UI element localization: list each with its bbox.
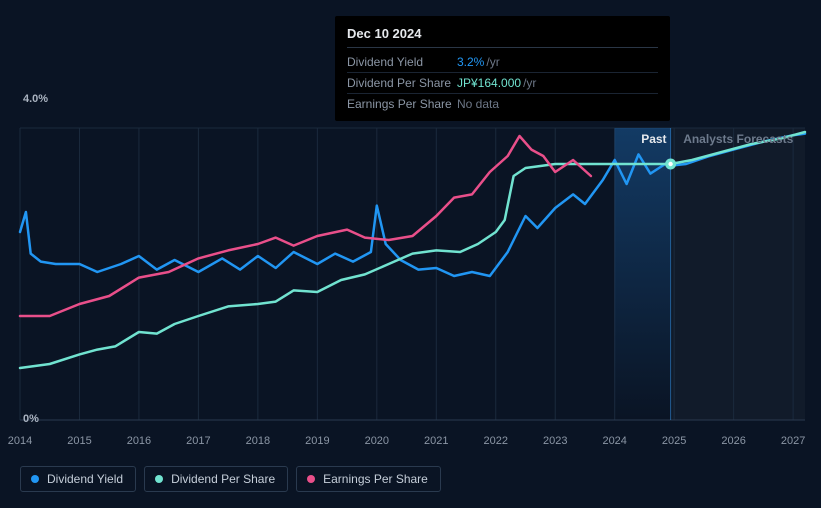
x-axis-label: 2015 <box>67 435 91 447</box>
legend-item[interactable]: Dividend Per Share <box>144 466 288 492</box>
legend-item[interactable]: Earnings Per Share <box>296 466 441 492</box>
tooltip-row-value: 3.2% <box>457 55 484 69</box>
legend-label: Dividend Yield <box>47 472 123 486</box>
x-axis-label: 2014 <box>8 435 32 447</box>
x-axis-label: 2017 <box>186 435 210 447</box>
series-line <box>20 136 591 316</box>
legend-dot-icon <box>307 475 315 483</box>
tooltip-row-value: No data <box>457 97 499 111</box>
x-axis-label: 2020 <box>365 435 389 447</box>
section-label-past: Past <box>641 132 666 146</box>
tooltip-row-label: Dividend Per Share <box>347 76 457 90</box>
tooltip-row-label: Earnings Per Share <box>347 97 457 111</box>
x-axis-label: 2027 <box>781 435 805 447</box>
tooltip-row: Earnings Per ShareNo data <box>347 94 658 111</box>
x-axis-label: 2022 <box>484 435 508 447</box>
tooltip-row-unit: /yr <box>523 76 536 90</box>
x-axis-label: 2024 <box>602 435 626 447</box>
legend-item[interactable]: Dividend Yield <box>20 466 136 492</box>
tooltip-row-value: JP¥164.000 <box>457 76 521 90</box>
y-axis-label: 4.0% <box>23 93 48 105</box>
x-axis-label: 2019 <box>305 435 329 447</box>
legend-dot-icon <box>31 475 39 483</box>
x-axis-label: 2023 <box>543 435 567 447</box>
x-axis-label: 2026 <box>721 435 745 447</box>
tooltip-date: Dec 10 2024 <box>347 26 658 48</box>
section-label-forecast: Analysts Forecasts <box>683 132 793 146</box>
x-axis-label: 2018 <box>246 435 270 447</box>
tooltip-row-label: Dividend Yield <box>347 55 457 69</box>
tooltip-row: Dividend Per ShareJP¥164.000 /yr <box>347 73 658 94</box>
x-axis-label: 2025 <box>662 435 686 447</box>
tooltip-row: Dividend Yield3.2% /yr <box>347 52 658 73</box>
legend-label: Earnings Per Share <box>323 472 428 486</box>
chart-tooltip: Dec 10 2024 Dividend Yield3.2% /yrDivide… <box>335 16 670 121</box>
x-axis-label: 2021 <box>424 435 448 447</box>
legend-label: Dividend Per Share <box>171 472 275 486</box>
x-axis-label: 2016 <box>127 435 151 447</box>
legend-dot-icon <box>155 475 163 483</box>
y-axis-label: 0% <box>23 413 39 425</box>
chart-legend: Dividend Yield Dividend Per Share Earnings… <box>20 466 441 492</box>
tooltip-row-unit: /yr <box>486 55 499 69</box>
